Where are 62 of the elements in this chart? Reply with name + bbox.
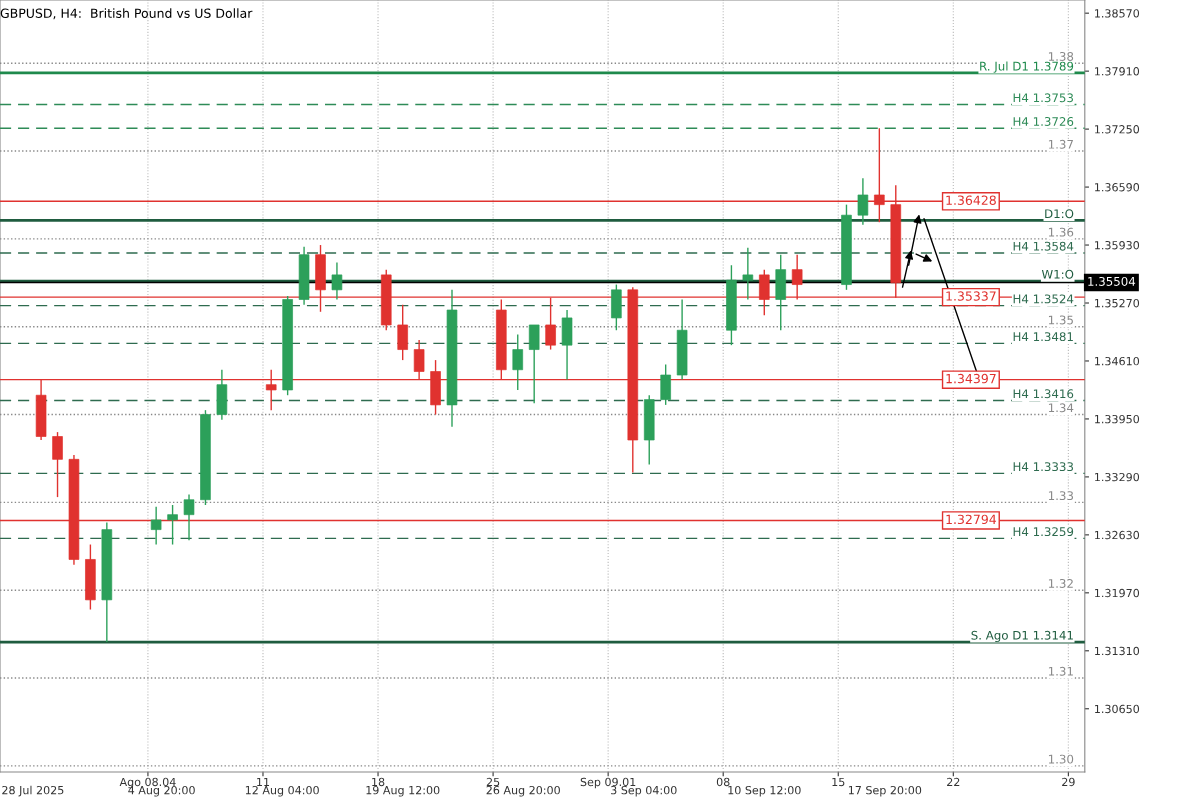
y-tick-label: 1.31970 [1095, 588, 1140, 598]
ref-line-label: H4 1.3726 [1013, 117, 1074, 126]
ref-line-label: 1.35337 [946, 291, 996, 301]
ref-line-label: 1.36 [1048, 227, 1074, 237]
ref-line-label: 1.37 [1048, 139, 1073, 149]
y-tick-label: 1.33290 [1095, 472, 1140, 482]
x2-tick-label: 26 Aug 20:00 [486, 785, 560, 797]
y-tick-label: 1.32630 [1095, 530, 1140, 540]
ref-line-label: 1.31 [1048, 666, 1073, 676]
y-tick-label: 1.30650 [1095, 704, 1140, 714]
ref-line-label: H4 1.3416 [1013, 389, 1074, 399]
y-tick-label: 1.38570 [1095, 9, 1140, 18]
x-tick-label: 25 [486, 777, 500, 787]
y-tick-label: 1.34610 [1095, 356, 1140, 366]
ref-line-label: D1:O [1045, 209, 1074, 219]
x-tick-label: 22 [947, 777, 960, 786]
x-tick-label: 29 [1062, 777, 1075, 787]
x-tick-label: 11 [257, 777, 270, 786]
x2-tick-label: 19 Aug 12:00 [366, 785, 440, 797]
ref-line-label: H4 1.3584 [1013, 241, 1074, 251]
ref-line-label: W1:O [1041, 269, 1074, 279]
ref-line-label: R. Jul D1 1.3789 [980, 61, 1074, 73]
text: GBPUSD, H4: British Pound vs US Dollar [0, 8, 253, 20]
y-tick-label: 1.31310 [1095, 646, 1140, 656]
x-tick-label: 08 [716, 777, 730, 787]
y-tick-label: 1.35930 [1095, 241, 1140, 250]
y-tick-label: 1.35270 [1095, 298, 1140, 308]
ref-line-label: 1.33 [1048, 491, 1074, 501]
y-tick-label: 1.37910 [1095, 67, 1140, 76]
ref-line-label: H4 1.3524 [1013, 294, 1074, 304]
x2-tick-label: 28 Jul 2025 [2, 785, 64, 797]
candlestick [167, 504, 178, 546]
ref-line-label: 1.30 [1048, 754, 1074, 764]
candlestick [150, 506, 162, 546]
candlestick [742, 246, 754, 301]
candlestick [857, 177, 869, 226]
ref-line-label: 1.35 [1048, 315, 1073, 325]
ref-line-label: 1.35504 [1088, 276, 1136, 286]
ref-line-label: 1.34 [1048, 403, 1074, 413]
y-tick-label: 1.37250 [1095, 125, 1140, 134]
x2-tick-label: 17 Sep 20:00 [848, 785, 922, 797]
candlestick [512, 333, 524, 391]
candlestick [331, 261, 343, 301]
candlestick [183, 493, 195, 541]
ref-line-label: H4 1.3753 [1013, 93, 1074, 103]
ref-line-label: 1.32794 [946, 514, 997, 525]
ref-line-label: H4 1.3259 [1013, 527, 1074, 537]
candlestick [52, 431, 63, 498]
ref-line-label: 1.32 [1048, 578, 1073, 588]
ref-line-label: H4 1.3481 [1013, 332, 1073, 342]
ref-line-label: S. Ago D1 1.3141 [971, 630, 1073, 643]
x2-tick-label: 10 Sep 12:00 [728, 785, 801, 797]
x-tick-label: 18 [372, 777, 385, 787]
x-tick-label: 15 [832, 777, 845, 787]
ref-line-label: 1.36428 [946, 195, 996, 205]
x2-tick-label: 12 Aug 04:00 [245, 785, 319, 797]
y-tick-label: 1.36590 [1095, 183, 1140, 192]
x2-tick-label: 3 Sep 04:00 [611, 785, 677, 797]
ref-line-label: 1.38 [1048, 52, 1074, 61]
y-tick-label: 1.33950 [1095, 414, 1140, 424]
ref-line-label: 1.34397 [946, 373, 996, 384]
ref-line-label: H4 1.3333 [1013, 462, 1074, 472]
